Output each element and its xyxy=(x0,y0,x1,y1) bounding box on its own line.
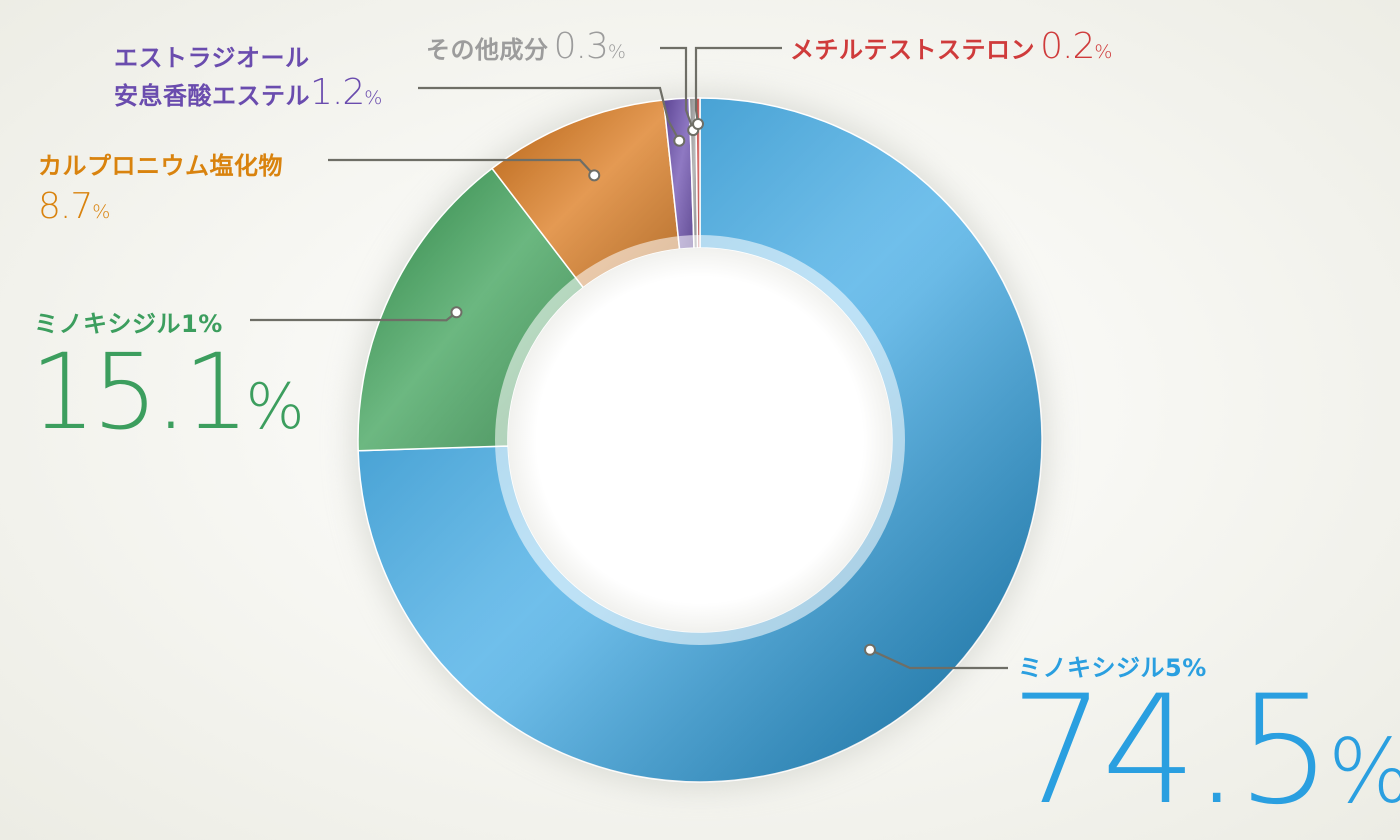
label-estradiol: エストラジオール xyxy=(114,38,310,73)
label-minoxidil1: ミノキシジル1% xyxy=(34,304,223,339)
label-estradiol-value: 1.2% xyxy=(310,72,382,113)
leader-lines xyxy=(250,46,1008,670)
label-carpronium-value: 8.7% xyxy=(38,186,110,227)
dot-methyltestosterone xyxy=(692,118,705,131)
label-minoxidil1-value: 15.1% xyxy=(30,340,304,444)
other-value-num: 0.3 xyxy=(553,26,609,67)
leader-methyltestosterone xyxy=(694,46,782,125)
label-carpronium: カルプロニウム塩化物 xyxy=(38,146,283,181)
dot-minoxidil1 xyxy=(450,306,463,319)
label-minoxidil5-value: 74.5% xyxy=(1010,676,1400,826)
dot-estradiol xyxy=(673,134,686,147)
dot-minoxidil5 xyxy=(864,643,877,656)
label-estradiol-name-line1: エストラジオール xyxy=(114,44,310,72)
minoxidil5-value-num: 74.5 xyxy=(1010,664,1332,838)
other-value-unit: % xyxy=(607,41,626,63)
leader-other xyxy=(660,46,695,131)
estradiol-value-unit: % xyxy=(364,87,382,109)
leader-minoxidil5 xyxy=(869,648,1008,670)
minoxidil1-value-num: 15.1 xyxy=(30,331,250,453)
label-minoxidil5: ミノキシジル5% xyxy=(1018,648,1207,683)
minoxidil5-value-unit: % xyxy=(1328,720,1400,823)
label-methyltestosterone: メチルテストステロン 0.2% xyxy=(790,26,1112,67)
leader-minoxidil1 xyxy=(250,311,458,322)
label-estradiol-name-line2: 安息香酸エステル xyxy=(114,82,310,110)
minoxidil1-value-unit: % xyxy=(245,370,305,443)
label-methyltestosterone-value: 0.2% xyxy=(1040,26,1112,67)
methyltestosterone-value-num: 0.2 xyxy=(1040,26,1095,67)
carpronium-value-num: 8.7 xyxy=(38,186,93,227)
label-other-value: 0.3% xyxy=(553,26,626,67)
label-estradiol-line2: 安息香酸エステル1.2% xyxy=(114,72,382,113)
leader-estradiol xyxy=(418,86,681,142)
label-carpronium-value-wrap: 8.7% xyxy=(38,186,110,227)
estradiol-value-num: 1.2 xyxy=(310,72,365,113)
methyltestosterone-value-unit: % xyxy=(1094,41,1112,63)
label-methyltestosterone-name: メチルテストステロン xyxy=(790,36,1035,64)
label-minoxidil5-name: ミノキシジル5% xyxy=(1018,654,1207,682)
carpronium-value-unit: % xyxy=(92,201,110,223)
label-other-name: その他成分 xyxy=(426,36,549,64)
label-other: その他成分 0.3% xyxy=(426,26,626,67)
donut-hole xyxy=(508,248,892,632)
leader-carpronium xyxy=(328,158,596,177)
dot-carpronium xyxy=(588,169,601,182)
label-minoxidil1-name: ミノキシジル1% xyxy=(34,310,223,338)
leader-dots xyxy=(450,118,877,656)
label-carpronium-name: カルプロニウム塩化物 xyxy=(38,152,283,180)
